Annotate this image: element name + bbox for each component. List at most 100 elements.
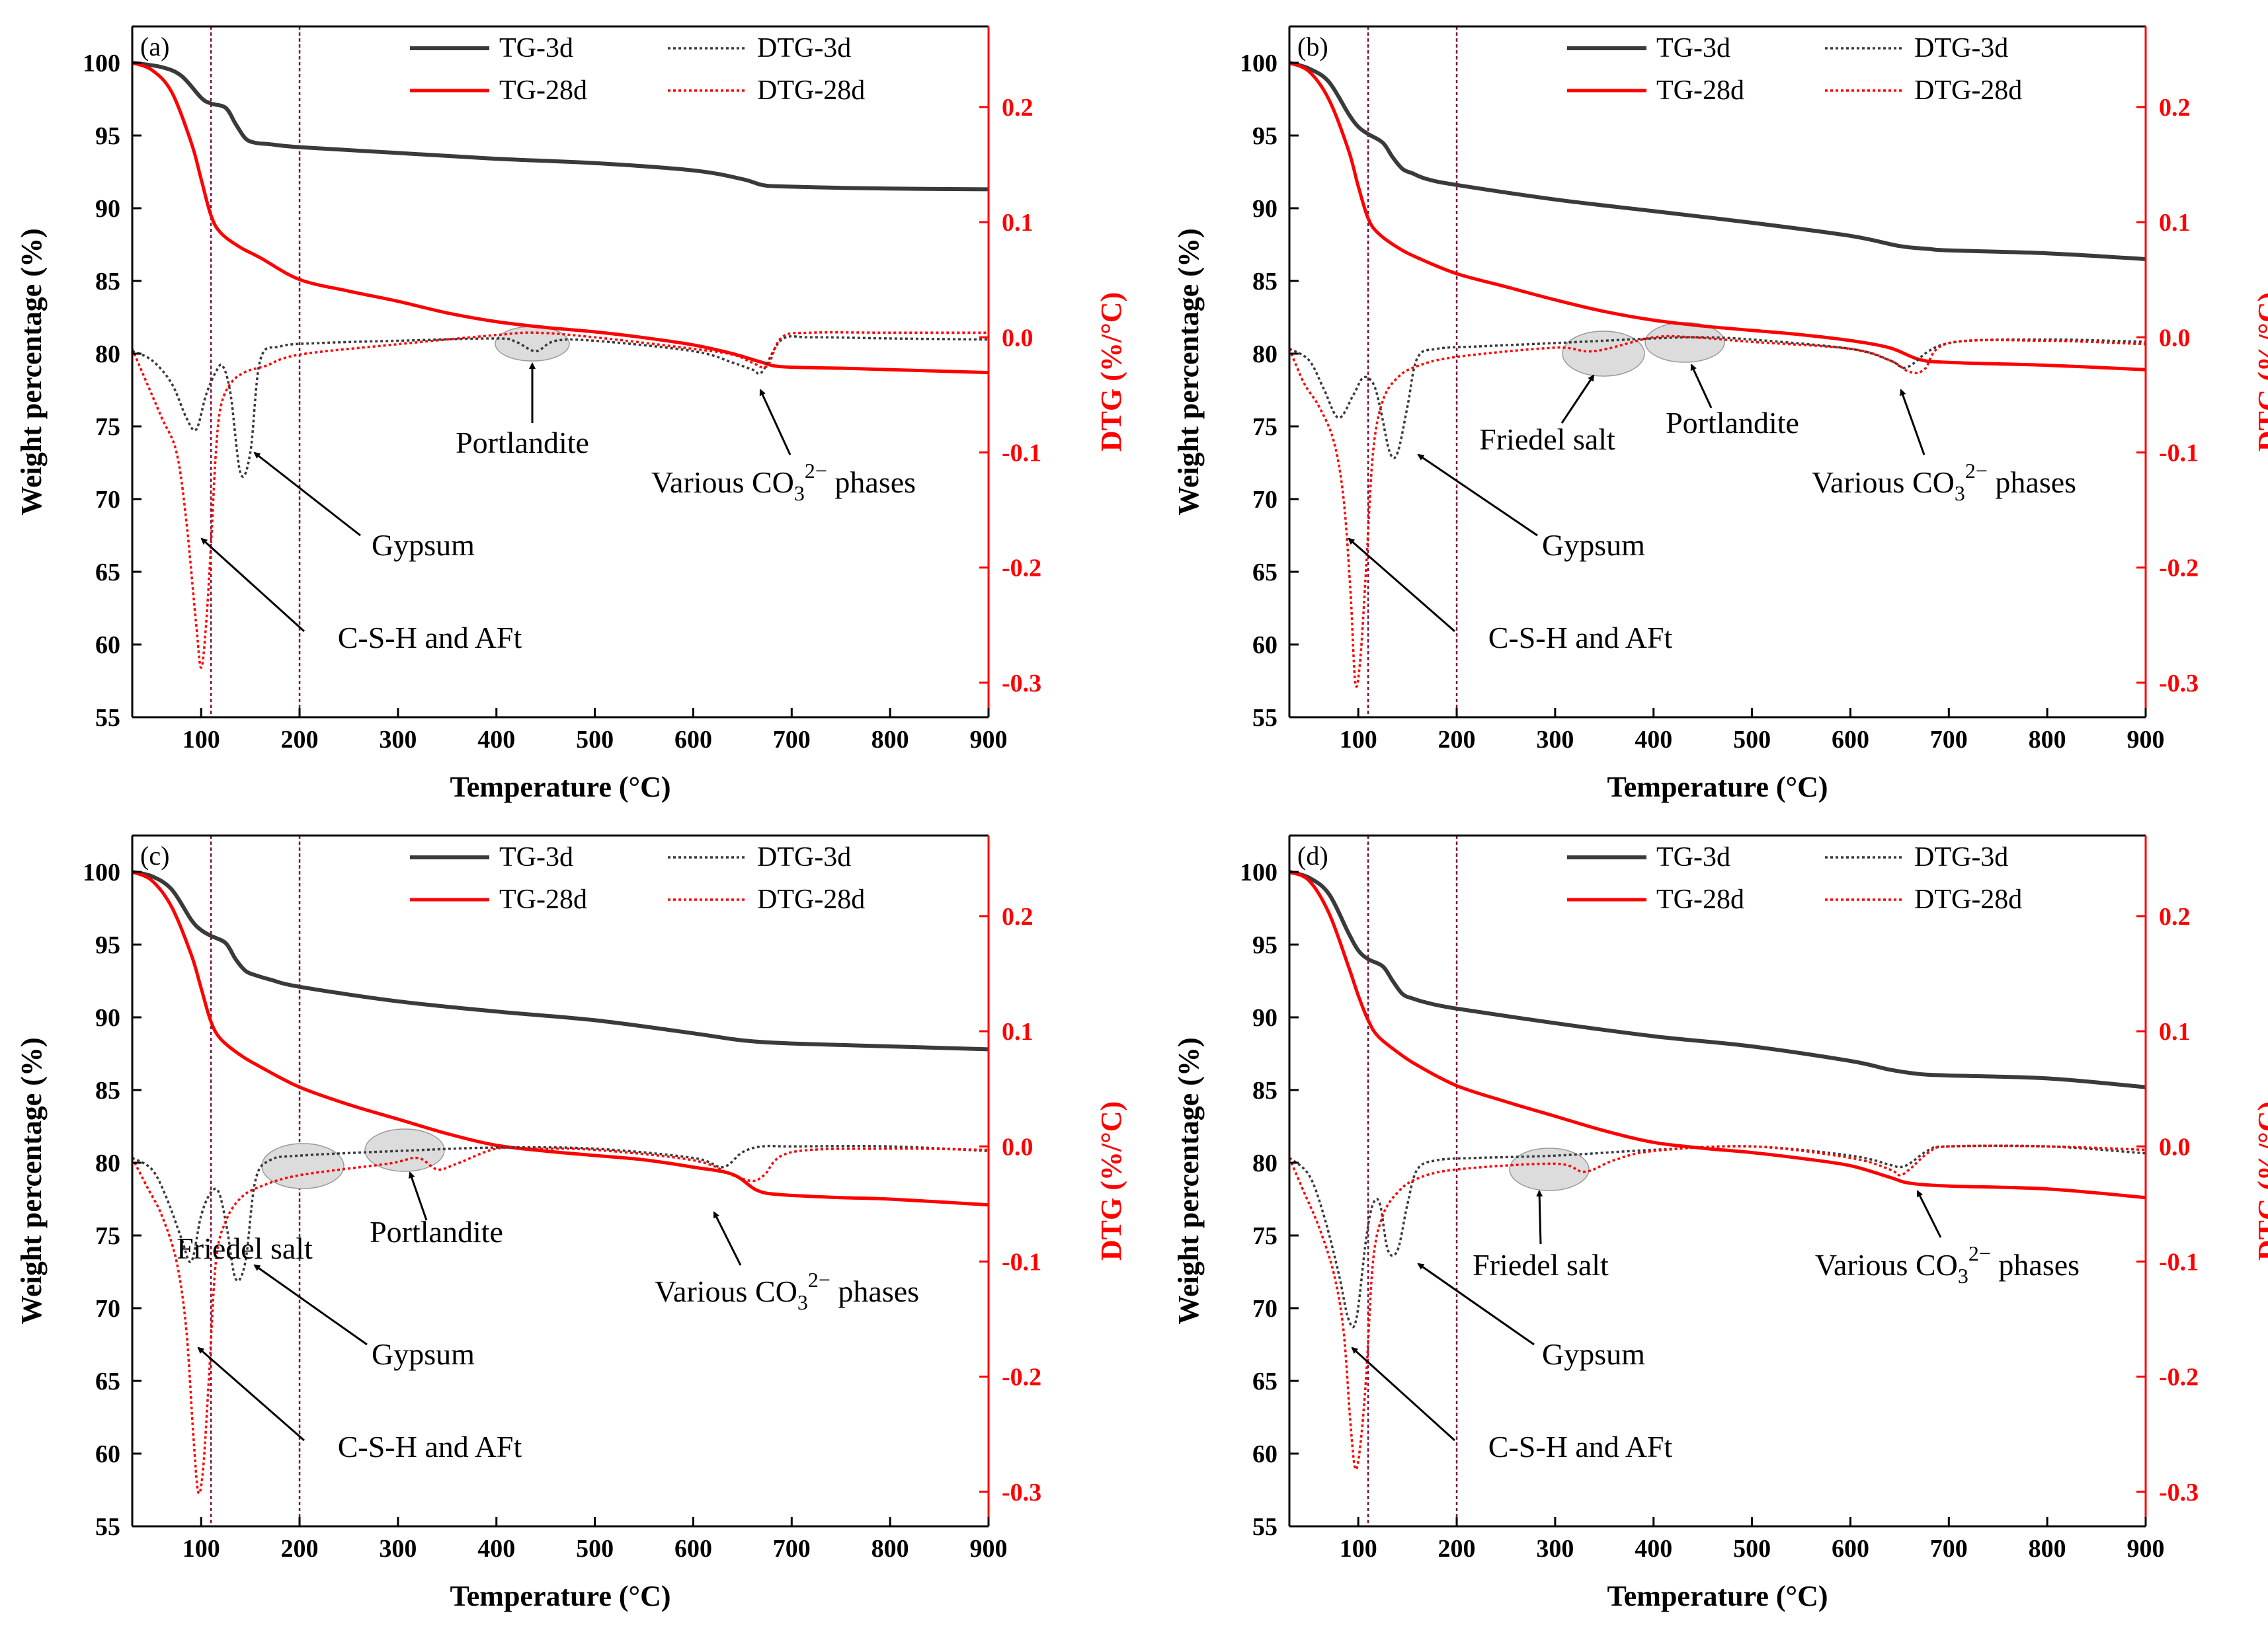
annotation-arrow (1560, 374, 1595, 424)
x-tick-label: 400 (477, 726, 515, 754)
y-tick-label: 85 (95, 1077, 120, 1105)
annotation-label: Various CO32− phases (655, 1268, 919, 1314)
x-tick-label: 500 (1733, 726, 1771, 754)
y-tick-label: 80 (95, 1150, 120, 1177)
annotation-arrow (759, 389, 791, 455)
x-tick-label: 700 (773, 1535, 811, 1563)
highlight-ellipse (1562, 331, 1645, 377)
x-tick-label: 900 (2127, 1535, 2165, 1563)
y-tick-label: 70 (1252, 486, 1277, 514)
x-tick-label: 500 (576, 726, 614, 754)
x-tick-label: 500 (1733, 1535, 1771, 1563)
y-tick-label: 55 (95, 704, 120, 732)
annotation-arrow (197, 1347, 305, 1442)
y-tick-label: 90 (95, 1004, 120, 1032)
legend-label-dtg-3d: DTG-3d (1914, 33, 2008, 63)
y2-tick-label: 0.0 (1002, 324, 1033, 352)
y2-tick-label: -0.3 (2159, 670, 2199, 697)
annotation-label: C-S-H and AFt (338, 1430, 522, 1464)
legend-label-dtg-3d: DTG-3d (757, 842, 851, 873)
y-tick-label: 60 (95, 631, 120, 659)
y-axis-title: Weight percentage (%) (1172, 228, 1205, 515)
y-tick-label: 55 (1252, 704, 1277, 732)
y-tick-label: 95 (1252, 931, 1277, 959)
series-tg-3d (132, 61, 989, 192)
y-tick-label: 70 (95, 1295, 120, 1323)
annotation-arrow (1899, 389, 1925, 455)
y2-tick-label: 0.1 (1002, 209, 1033, 237)
y-tick-label: 75 (95, 1222, 120, 1250)
y-tick-label: 55 (1252, 1513, 1277, 1541)
highlight-ellipse (1509, 1148, 1590, 1191)
annotation-label: Various CO32− phases (651, 459, 916, 505)
y-tick-label: 90 (1252, 195, 1277, 223)
y-tick-label: 75 (1252, 413, 1277, 441)
y2-axis-title: DTG (%/°C) (2252, 1101, 2268, 1261)
annotation-arrow (253, 451, 361, 537)
x-tick-label: 400 (477, 1535, 515, 1563)
y-tick-label: 75 (1252, 1222, 1277, 1250)
x-tick-label: 800 (871, 1535, 909, 1563)
y2-axis-title: DTG (%/°C) (1095, 292, 1127, 451)
y-tick-label: 95 (95, 931, 120, 959)
y-tick-label: 95 (95, 122, 120, 150)
x-tick-label: 200 (281, 1535, 319, 1563)
y-tick-label: 80 (95, 340, 120, 368)
y-tick-label: 90 (1252, 1004, 1277, 1032)
legend-label-tg-28d: TG-28d (1656, 884, 1744, 915)
annotation-label: C-S-H and AFt (1488, 621, 1673, 654)
y-axis-title: Weight percentage (%) (15, 1037, 48, 1324)
highlight-ellipse (364, 1128, 445, 1172)
legend-label-dtg-3d: DTG-3d (1914, 842, 2008, 873)
x-axis-title: Temperature (°C) (450, 771, 670, 803)
legend-label-tg-3d: TG-3d (1656, 33, 1730, 63)
annotation-arrow (408, 1171, 428, 1221)
x-tick-label: 200 (1438, 726, 1476, 754)
x-axis-title: Temperature (°C) (1607, 1580, 1828, 1612)
y2-tick-label: 0.1 (2159, 209, 2191, 237)
legend-label-dtg-28d: DTG-28d (757, 884, 865, 915)
y-tick-label: 100 (83, 859, 120, 886)
y-tick-label: 70 (1252, 1295, 1277, 1323)
legend-label-tg-28d: TG-28d (499, 75, 587, 106)
series-dtg-28d (1288, 1144, 2146, 1471)
annotation-label: Friedel salt (177, 1232, 313, 1265)
chart-panel-c: 100 200 300 400 500 600 700 800 900 55 60 65 70 75 80 8… (15, 834, 1127, 1612)
annotation-label: Gypsum (1542, 1337, 1645, 1371)
y2-tick-label: 0.0 (2159, 324, 2191, 352)
chart-panel-d: 100 200 300 400 500 600 700 800 900 55 60 65 70 75 80 8… (1172, 834, 2268, 1612)
y-tick-label: 75 (95, 413, 120, 441)
series-dtg-3d (1289, 336, 2146, 459)
x-axis-title: Temperature (°C) (450, 1580, 670, 1612)
x-tick-label: 800 (2029, 1535, 2066, 1563)
y2-tick-label: -0.2 (2159, 555, 2199, 582)
annotation-label: Portlandite (456, 426, 589, 459)
y2-tick-label: 0.0 (1002, 1133, 1033, 1161)
y2-tick-label: -0.1 (1002, 1248, 1041, 1276)
x-tick-label: 700 (1930, 1535, 1968, 1563)
x-tick-label: 900 (970, 1535, 1008, 1563)
annotation-label: Portlandite (1666, 406, 1799, 440)
y-tick-label: 85 (95, 268, 120, 295)
series-tg-3d (132, 870, 989, 1052)
annotation-arrow (1351, 1347, 1456, 1442)
series-dtg-3d (132, 335, 989, 478)
y2-tick-label: 0.2 (2159, 94, 2191, 122)
panel-label: (c) (140, 841, 169, 871)
annotation-arrow (253, 1264, 368, 1346)
y-tick-label: 80 (1252, 1150, 1277, 1177)
highlight-ellipse (261, 1143, 344, 1189)
x-tick-label: 600 (674, 1535, 712, 1563)
y-tick-label: 65 (95, 559, 120, 586)
annotation-arrow (1916, 1190, 1942, 1238)
y-tick-label: 60 (95, 1440, 120, 1468)
series-tg-28d (1288, 61, 2146, 371)
annotation-arrow (1348, 537, 1455, 633)
x-tick-label: 300 (1536, 1535, 1574, 1563)
x-tick-label: 400 (1635, 1535, 1672, 1563)
series-dtg-3d (1288, 1144, 2146, 1329)
series-tg-28d (131, 870, 989, 1207)
annotation-arrow (1417, 453, 1538, 537)
series-dtg-28d (131, 331, 989, 669)
